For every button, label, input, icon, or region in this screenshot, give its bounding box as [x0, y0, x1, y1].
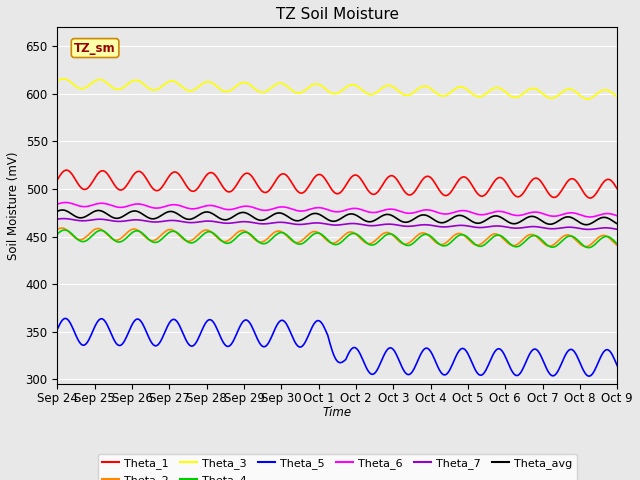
Theta_5 — [321, 325, 328, 331]
Theta_avg — [324, 216, 332, 222]
Line: Theta_6: Theta_6 — [58, 203, 617, 217]
Theta_1 — [63, 167, 70, 173]
Legend: Theta_1, Theta_2, Theta_3, Theta_4, Theta_5, Theta_6, Theta_7, Theta_avg: Theta_1, Theta_2, Theta_3, Theta_4, Thet… — [97, 454, 577, 480]
Theta_7 — [584, 227, 592, 232]
Theta_6 — [613, 213, 621, 219]
Theta_7 — [513, 225, 521, 231]
Theta_5 — [513, 372, 521, 378]
Text: TZ_sm: TZ_sm — [74, 42, 116, 55]
Theta_7 — [54, 216, 61, 222]
Theta_5 — [324, 333, 332, 338]
Theta_1 — [513, 194, 521, 200]
Theta_5 — [586, 373, 593, 379]
Y-axis label: Soil Moisture (mV): Soil Moisture (mV) — [7, 151, 20, 260]
Line: Theta_1: Theta_1 — [58, 170, 617, 198]
Theta_6 — [358, 207, 365, 213]
Theta_6 — [324, 207, 332, 213]
Theta_5 — [388, 345, 396, 351]
Theta_6 — [54, 201, 61, 207]
Theta_2 — [602, 233, 610, 239]
Theta_5 — [602, 347, 610, 353]
Theta_1 — [321, 175, 328, 181]
Line: Theta_5: Theta_5 — [58, 318, 617, 376]
Theta_7 — [358, 222, 365, 228]
Theta_4 — [513, 244, 521, 250]
Theta_1 — [586, 195, 594, 201]
Theta_2 — [321, 235, 328, 241]
Theta_1 — [388, 173, 396, 179]
Theta_7 — [613, 227, 621, 232]
X-axis label: Time: Time — [323, 406, 352, 419]
Theta_3 — [513, 94, 521, 100]
Line: Theta_3: Theta_3 — [58, 79, 617, 99]
Theta_3 — [583, 96, 591, 102]
Theta_2 — [388, 231, 396, 237]
Theta_1 — [613, 186, 621, 192]
Theta_6 — [602, 211, 610, 216]
Theta_2 — [582, 244, 589, 250]
Theta_7 — [388, 221, 396, 227]
Theta_6 — [388, 206, 396, 212]
Theta_5 — [358, 354, 365, 360]
Theta_3 — [388, 83, 396, 89]
Theta_avg — [602, 215, 610, 220]
Title: TZ Soil Moisture: TZ Soil Moisture — [276, 7, 399, 22]
Theta_2 — [513, 241, 521, 247]
Theta_7 — [602, 225, 610, 231]
Theta_6 — [513, 213, 521, 218]
Theta_2 — [358, 237, 365, 242]
Theta_3 — [613, 94, 621, 100]
Theta_avg — [613, 221, 621, 227]
Theta_avg — [582, 222, 589, 228]
Theta_3 — [602, 87, 610, 93]
Theta_3 — [358, 87, 365, 93]
Theta_4 — [388, 231, 396, 237]
Theta_1 — [54, 177, 61, 182]
Theta_4 — [602, 234, 610, 240]
Theta_5 — [613, 363, 621, 369]
Theta_6 — [586, 214, 594, 220]
Theta_2 — [324, 238, 332, 244]
Theta_avg — [54, 208, 61, 214]
Theta_5 — [61, 315, 69, 321]
Theta_4 — [60, 227, 68, 233]
Theta_1 — [324, 180, 332, 186]
Theta_7 — [60, 216, 67, 221]
Theta_avg — [513, 220, 521, 226]
Theta_avg — [388, 213, 396, 218]
Theta_7 — [321, 221, 328, 227]
Theta_3 — [324, 88, 332, 94]
Theta_2 — [58, 225, 66, 231]
Theta_3 — [321, 85, 328, 91]
Theta_4 — [321, 234, 328, 240]
Theta_4 — [54, 231, 61, 237]
Theta_2 — [613, 242, 621, 248]
Theta_4 — [613, 241, 621, 247]
Line: Theta_2: Theta_2 — [58, 228, 617, 247]
Theta_avg — [58, 207, 66, 213]
Theta_4 — [358, 235, 365, 241]
Theta_1 — [602, 177, 610, 183]
Theta_7 — [324, 221, 332, 227]
Line: Theta_avg: Theta_avg — [58, 210, 617, 225]
Theta_4 — [324, 237, 332, 243]
Theta_3 — [54, 78, 61, 84]
Theta_6 — [61, 200, 69, 205]
Theta_2 — [54, 227, 61, 232]
Theta_5 — [54, 326, 61, 332]
Theta_1 — [358, 177, 365, 183]
Theta_avg — [358, 216, 365, 221]
Theta_6 — [321, 206, 328, 212]
Line: Theta_4: Theta_4 — [58, 230, 617, 248]
Theta_3 — [60, 76, 67, 82]
Theta_avg — [321, 215, 328, 220]
Theta_4 — [584, 245, 592, 251]
Line: Theta_7: Theta_7 — [58, 218, 617, 229]
